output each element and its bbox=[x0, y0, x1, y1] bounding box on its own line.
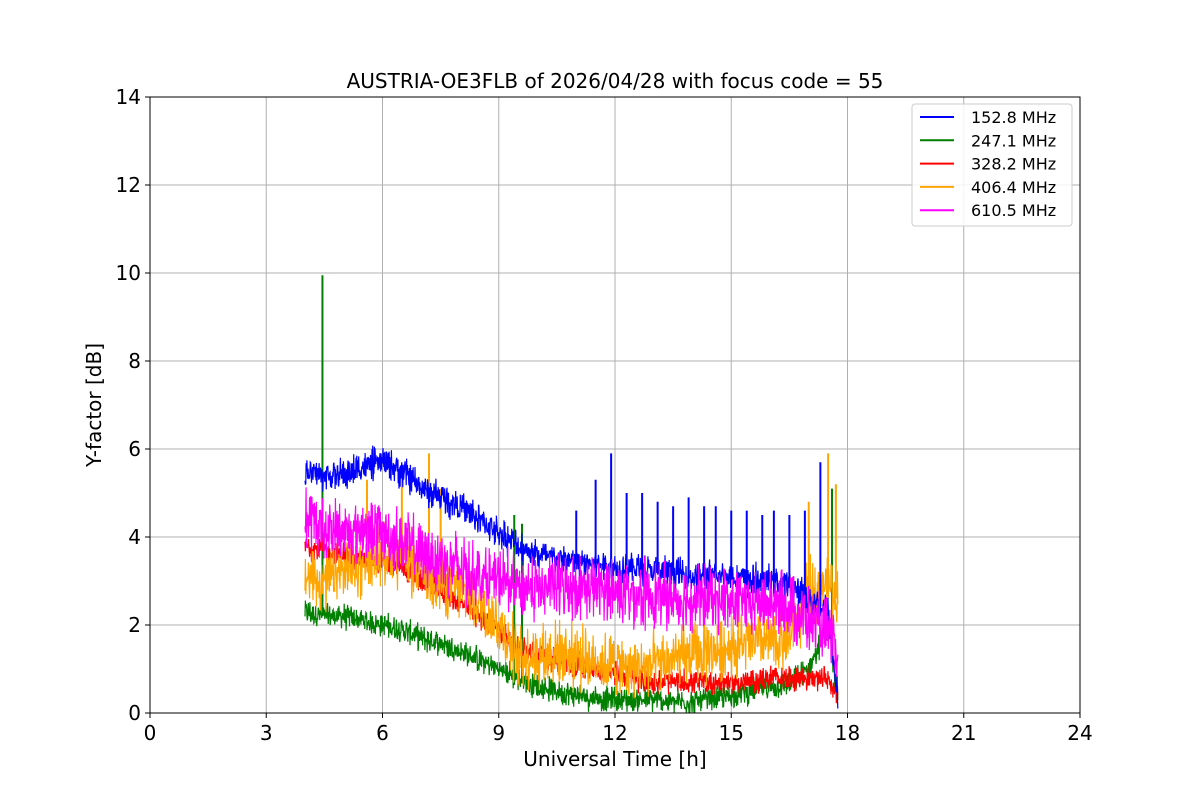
y-tick-label: 2 bbox=[128, 613, 141, 637]
series-line bbox=[304, 600, 839, 714]
y-tick-label: 10 bbox=[116, 261, 141, 285]
chart-title: AUSTRIA-OE3FLB of 2026/04/28 with focus … bbox=[347, 69, 884, 93]
legend-box bbox=[911, 103, 1073, 227]
x-tick-label: 6 bbox=[376, 721, 389, 745]
y-axis-label: Y-factor [dB] bbox=[82, 343, 106, 468]
legend-label: 152.8 MHz bbox=[971, 108, 1056, 127]
y-axis: 0 2 4 6 8 10 12 14 bbox=[116, 85, 150, 725]
x-tick-label: 12 bbox=[602, 721, 627, 745]
legend-label: 406.4 MHz bbox=[971, 178, 1056, 197]
legend-label: 247.1 MHz bbox=[971, 131, 1056, 150]
y-tick-label: 8 bbox=[128, 349, 141, 373]
series-152-8MHz-group bbox=[304, 445, 839, 709]
legend: 152.8 MHz 247.1 MHz 328.2 MHz 406.4 MHz 610.… bbox=[911, 103, 1073, 227]
x-tick-label: 3 bbox=[260, 721, 273, 745]
series-line bbox=[304, 487, 839, 677]
series-610-5MHz-group bbox=[304, 487, 839, 677]
x-tick-label: 0 bbox=[144, 721, 157, 745]
y-tick-label: 4 bbox=[128, 525, 141, 549]
series-line bbox=[304, 445, 839, 709]
y-tick-label: 6 bbox=[128, 437, 141, 461]
legend-label: 328.2 MHz bbox=[971, 155, 1056, 174]
x-tick-label: 21 bbox=[951, 721, 976, 745]
x-axis-label: Universal Time [h] bbox=[523, 747, 706, 771]
y-tick-label: 12 bbox=[116, 173, 141, 197]
grid bbox=[150, 97, 1080, 713]
x-tick-label: 9 bbox=[492, 721, 505, 745]
x-axis: 0 3 6 9 12 15 18 21 24 bbox=[144, 713, 1093, 745]
x-tick-label: 15 bbox=[719, 721, 744, 745]
x-tick-label: 24 bbox=[1067, 721, 1092, 745]
y-tick-label: 0 bbox=[128, 701, 141, 725]
y-tick-label: 14 bbox=[116, 85, 141, 109]
x-tick-label: 18 bbox=[835, 721, 860, 745]
series-layer bbox=[304, 275, 839, 714]
legend-label: 610.5 MHz bbox=[971, 201, 1056, 220]
